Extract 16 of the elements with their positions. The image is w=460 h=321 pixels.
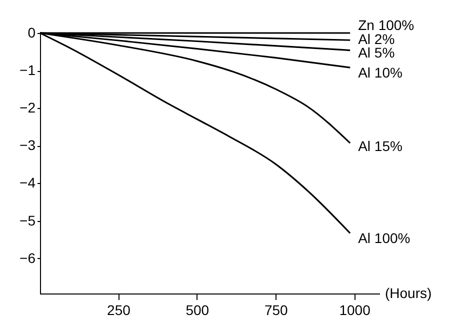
y-tick-label: −3 <box>20 137 36 154</box>
x-axis-title: (Hours) <box>385 285 432 301</box>
series-label: Zn 100% <box>358 17 414 33</box>
y-tick-label: −6 <box>20 250 36 266</box>
series-label: Al 15% <box>358 138 402 154</box>
x-tick-label: 250 <box>107 302 131 318</box>
y-tick-label: −1 <box>20 62 36 78</box>
x-tick-label: 750 <box>264 302 288 318</box>
x-tick-label: 1000 <box>339 302 371 318</box>
x-tick-label: 500 <box>186 302 210 318</box>
series-label: Al 100% <box>358 230 410 246</box>
y-tick-label: −4 <box>20 174 36 191</box>
y-tick-label: −2 <box>20 100 36 116</box>
y-tick-label: 0 <box>28 24 36 40</box>
y-tick-label: −5 <box>20 212 36 228</box>
series-label: Al 10% <box>358 64 402 81</box>
